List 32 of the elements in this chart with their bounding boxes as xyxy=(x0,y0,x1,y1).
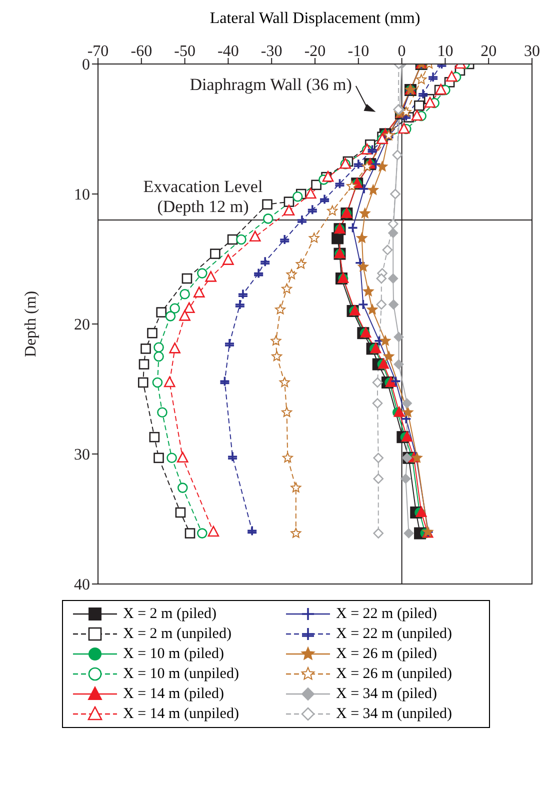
legend-label: X = 14 m (unpiled) xyxy=(123,706,239,722)
y-tick-label: 20 xyxy=(74,316,90,334)
x-tick-label: -20 xyxy=(304,43,326,60)
annotation: Diaphragm Wall (36 m) xyxy=(190,75,352,94)
x-tick-label: -50 xyxy=(174,43,196,60)
legend-label: X = 26 m (unpiled) xyxy=(336,666,452,682)
x-axis-title: Lateral Wall Displacement (mm) xyxy=(208,10,422,28)
x-tick-label: -10 xyxy=(348,43,370,60)
ref-line-label: Exvacation Level (Depth 12 m) xyxy=(143,177,263,216)
y-tick-label: 0 xyxy=(82,56,90,74)
legend-label: X = 22 m (unpiled) xyxy=(336,626,452,642)
y-axis-title: Depth (m) xyxy=(22,290,40,358)
legend-label: X = 26 m (piled) xyxy=(336,646,437,662)
legend-label: X = 14 m (piled) xyxy=(123,686,224,702)
y-tick-label: 40 xyxy=(74,576,90,594)
x-tick-label: 10 xyxy=(437,43,454,60)
legend-label: X = 34 m (piled) xyxy=(336,686,437,702)
x-tick-label: -60 xyxy=(130,43,152,60)
x-tick-label: -30 xyxy=(260,43,282,60)
legend-label: X = 2 m (piled) xyxy=(123,606,216,622)
x-tick-label: 0 xyxy=(398,43,406,60)
legend-label: X = 10 m (unpiled) xyxy=(123,666,239,682)
y-tick-label: 10 xyxy=(74,186,90,204)
x-tick-label: -40 xyxy=(218,43,239,60)
y-tick-label: 30 xyxy=(74,446,90,464)
legend-label: X = 22 m (piled) xyxy=(336,606,437,622)
legend-label: X = 34 m (unpiled) xyxy=(336,706,452,722)
x-tick-label: -70 xyxy=(87,43,109,60)
x-tick-label: 20 xyxy=(480,43,497,60)
legend-label: X = 2 m (unpiled) xyxy=(123,626,232,642)
legend-label: X = 10 m (piled) xyxy=(123,646,224,662)
x-tick-label: 30 xyxy=(524,43,540,60)
